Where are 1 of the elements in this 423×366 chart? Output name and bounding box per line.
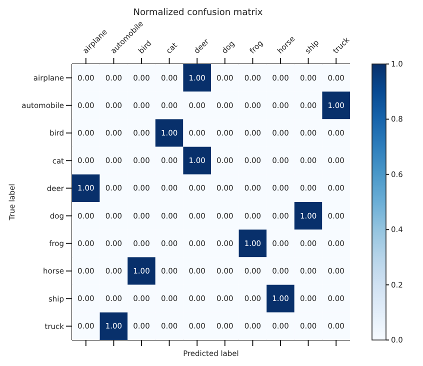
chart-title: Normalized confusion matrix (132, 8, 264, 20)
